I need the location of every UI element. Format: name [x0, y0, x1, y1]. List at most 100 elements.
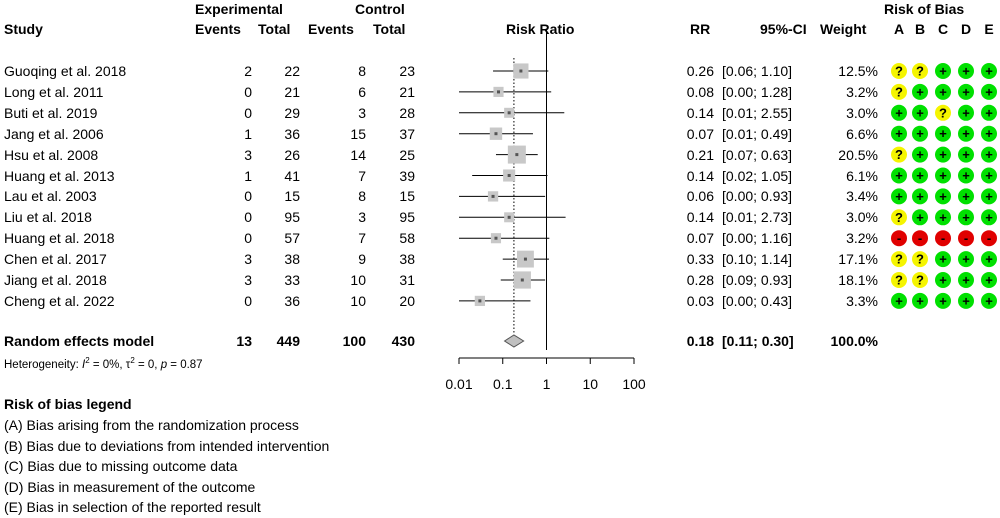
header-weight: Weight — [820, 21, 867, 37]
pooled-ctrl-total: 430 — [391, 333, 415, 349]
rob-symbol: ? — [895, 273, 903, 288]
rob-symbol: + — [985, 126, 993, 141]
rob-symbol: + — [962, 105, 970, 120]
rob-symbol: + — [985, 147, 993, 162]
rob-symbol: + — [916, 147, 924, 162]
rob-symbol: + — [939, 210, 947, 225]
ctrl-events: 6 — [358, 83, 366, 100]
pooled-diamond — [503, 334, 525, 348]
header-ctrl-total: Total — [373, 21, 406, 37]
rob-symbol: + — [916, 168, 924, 183]
rob-dot — [935, 209, 951, 226]
legend-item: (D) Bias in measurement of the outcome — [4, 478, 256, 495]
rob-symbol: + — [962, 64, 970, 79]
rob-symbol: + — [895, 105, 903, 120]
rob-dot — [935, 167, 951, 184]
x-tick-label: 0.01 — [445, 376, 472, 392]
rr-value: 0.08 — [686, 83, 714, 100]
rob-dot — [891, 63, 907, 79]
exp-total: 21 — [284, 83, 300, 100]
rob-dot — [912, 125, 928, 142]
rob-symbol: + — [916, 105, 924, 120]
weight-value: 3.4% — [846, 188, 878, 205]
exp-events: 3 — [244, 146, 252, 163]
weight-value: 17.1% — [838, 251, 878, 268]
rob-dot — [981, 230, 997, 247]
rob-symbol: + — [962, 273, 970, 288]
exp-total: 26 — [284, 146, 300, 163]
ctrl-events: 15 — [350, 125, 366, 142]
ctrl-events: 8 — [358, 188, 366, 205]
rob-dot — [935, 104, 951, 121]
rob-symbol: + — [939, 189, 947, 204]
rob-dot — [981, 125, 997, 142]
study-name: Lau et al. 2003 — [4, 188, 97, 205]
rob-dot — [912, 83, 928, 100]
study-name: Liu et al. 2018 — [4, 209, 92, 226]
rob-symbol: ? — [895, 64, 903, 79]
weight-value: 3.2% — [846, 230, 878, 247]
exp-events: 0 — [244, 209, 252, 226]
rob-dot — [935, 125, 951, 142]
header-risk-of-bias: Risk of Bias — [884, 1, 965, 17]
header-exp-total: Total — [258, 21, 291, 37]
rob-dot — [958, 83, 974, 100]
point-estimate — [491, 194, 495, 198]
ctrl-events: 7 — [358, 230, 366, 247]
rob-dot — [958, 188, 974, 205]
rob-symbol: + — [939, 273, 947, 288]
point-estimate — [515, 153, 519, 157]
rob-header-1: B — [914, 21, 926, 37]
header-ci: 95%-CI — [760, 21, 807, 37]
exp-events: 0 — [244, 83, 252, 100]
rob-dot — [958, 272, 974, 288]
rob-symbol: + — [895, 189, 903, 204]
rob-symbol: + — [985, 273, 993, 288]
rob-symbol: + — [916, 293, 924, 308]
rob-dot — [958, 251, 974, 268]
study-name: Huang et al. 2013 — [4, 167, 115, 184]
ctrl-events: 3 — [358, 104, 366, 121]
ctrl-events: 10 — [350, 292, 366, 309]
rob-dot — [891, 125, 907, 142]
rob-symbol: + — [895, 293, 903, 308]
rob-symbol: + — [985, 168, 993, 183]
rob-symbol: - — [897, 231, 901, 246]
study-name: Jang et al. 2006 — [4, 125, 104, 142]
rob-dot — [912, 167, 928, 184]
rob-symbol: ? — [916, 252, 924, 267]
rob-symbol: + — [939, 64, 947, 79]
ctrl-total: 25 — [399, 146, 415, 163]
weight-value: 6.6% — [846, 125, 878, 142]
rob-symbol: - — [987, 231, 991, 246]
pooled-weight: 100.0% — [830, 333, 878, 349]
exp-events: 0 — [244, 292, 252, 309]
rob-symbol: + — [985, 105, 993, 120]
rr-value: 0.26 — [686, 63, 714, 79]
exp-total: 57 — [284, 230, 300, 247]
legend-item: (A) Bias arising from the randomization … — [4, 417, 299, 433]
rob-symbol: ? — [895, 147, 903, 162]
rob-symbol: + — [962, 147, 970, 162]
study-name: Cheng et al. 2022 — [4, 292, 115, 309]
rob-symbol: + — [916, 84, 924, 99]
rob-symbol: + — [962, 168, 970, 183]
ci-value: [0.06; 1.10] — [722, 63, 793, 79]
ctrl-total: 37 — [399, 125, 415, 142]
pooled-ci: [0.11; 0.30] — [722, 333, 794, 349]
ctrl-events: 3 — [358, 209, 366, 226]
study-name: Buti et al. 2019 — [4, 104, 98, 121]
rob-symbol: ? — [939, 105, 947, 120]
header-study: Study — [4, 21, 43, 37]
study-name: Guoqing et al. 2018 — [4, 63, 127, 79]
ci-value: [0.01; 2.55] — [722, 104, 793, 121]
exp-total: 33 — [284, 272, 300, 288]
rob-symbol: + — [985, 64, 993, 79]
exp-total: 95 — [284, 209, 300, 226]
rob-symbol: + — [962, 252, 970, 267]
header-rr: RR — [690, 21, 711, 37]
rob-dot — [935, 146, 951, 163]
rob-dot — [981, 251, 997, 268]
rob-dot — [981, 272, 997, 288]
